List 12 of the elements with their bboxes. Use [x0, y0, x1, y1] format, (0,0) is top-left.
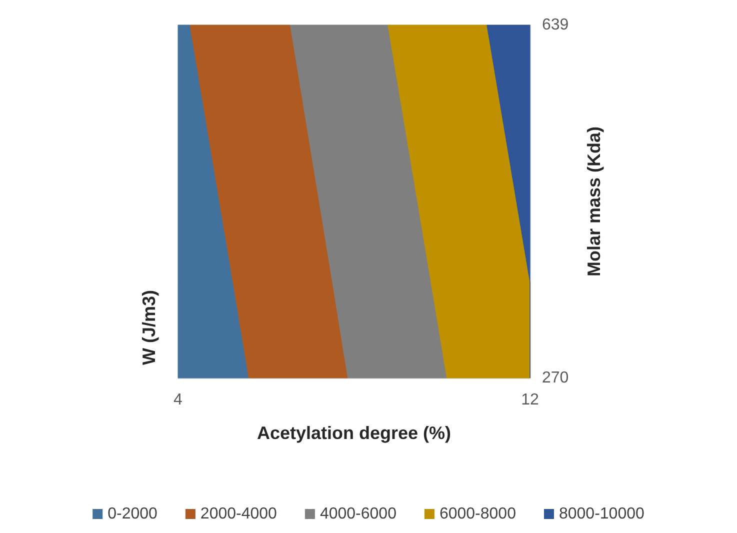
legend-label: 6000-8000 [439, 506, 516, 522]
y-tick-label: 639 [542, 16, 569, 34]
legend-label: 4000-6000 [320, 506, 397, 522]
legend-label: 2000-4000 [200, 506, 278, 522]
text: W (J/m3) [139, 290, 159, 366]
y-tick-label: 270 [542, 370, 569, 386]
x-tick-label: 12 [521, 392, 539, 408]
x-axis-title: Acetylation degree (%) [256, 423, 452, 443]
y-axis-title: Molar mass (Kda) [584, 126, 604, 277]
legend-label: 0-2000 [108, 506, 158, 522]
x-tick-label: 4 [174, 392, 183, 408]
legend-label: 8000-10000 [558, 506, 644, 522]
